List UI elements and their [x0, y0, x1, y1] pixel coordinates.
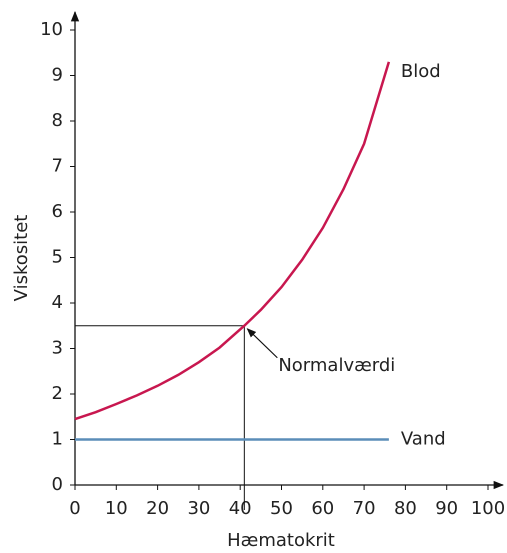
annotation-arrow	[246, 328, 278, 359]
y-tick-label: 6	[52, 201, 63, 222]
x-tick-label: 40	[229, 498, 252, 519]
series-label: Blod	[401, 61, 441, 82]
x-tick-label: 50	[270, 498, 293, 519]
y-tick-label: 0	[52, 474, 63, 495]
x-axis-title: Hæmatokrit	[227, 530, 335, 551]
y-tick-label: 9	[52, 65, 63, 86]
series-label: Vand	[401, 429, 446, 450]
y-tick-label: 4	[52, 292, 63, 313]
x-tick-label: 90	[435, 498, 458, 519]
x-tick-label: 100	[471, 498, 505, 519]
x-tick-label: 30	[187, 498, 210, 519]
x-tick-label: 0	[69, 498, 80, 519]
x-tick-label: 80	[394, 498, 417, 519]
x-tick-label: 20	[146, 498, 169, 519]
x-tick-label: 70	[353, 498, 376, 519]
y-tick-label: 2	[52, 383, 63, 404]
x-tick-label: 60	[311, 498, 334, 519]
y-tick-label: 8	[52, 110, 63, 131]
x-tick-label: 10	[105, 498, 128, 519]
y-axis-title: Viskositet	[11, 215, 32, 302]
y-tick-label: 7	[52, 156, 63, 177]
y-tick-label: 5	[52, 247, 63, 268]
y-tick-label: 1	[52, 429, 63, 450]
y-tick-label: 10	[40, 19, 63, 40]
annotation-label: Normalværdi	[278, 355, 395, 376]
y-tick-label: 3	[52, 338, 63, 359]
line	[74, 61, 391, 421]
